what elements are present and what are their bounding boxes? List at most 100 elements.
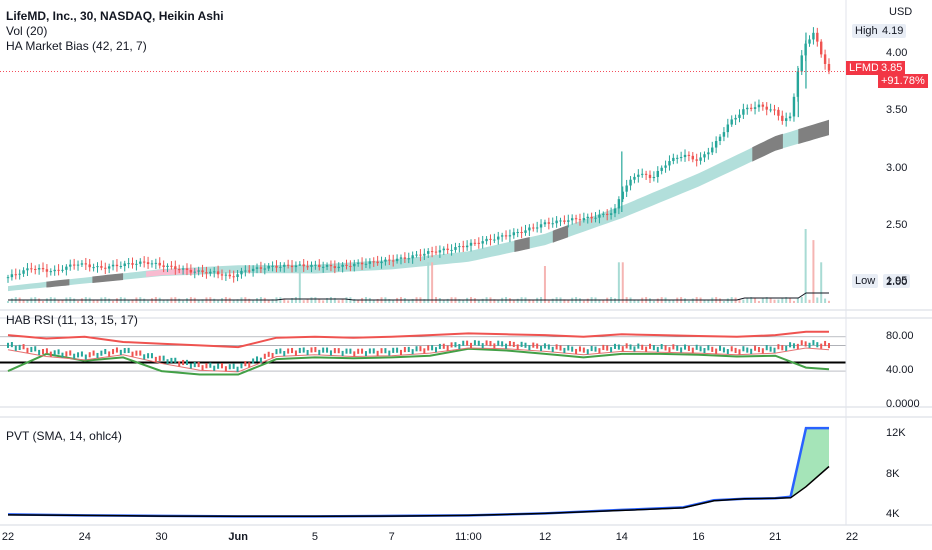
rsi-candle: [547, 344, 550, 350]
candle: [602, 213, 605, 215]
candle: [10, 274, 14, 278]
candle: [563, 220, 566, 222]
volume-bar: [7, 301, 9, 303]
volume-bar: [578, 298, 581, 303]
pvt-tick: 4K: [886, 507, 900, 520]
rsi-candle: [112, 349, 115, 355]
rsi-candle: [302, 347, 305, 353]
candle: [127, 263, 130, 265]
volume-bar: [754, 298, 757, 303]
rsi-candle: [388, 350, 391, 356]
rsi-pane[interactable]: [0, 330, 846, 376]
time-tick: 21: [769, 531, 782, 543]
currency-label: USD: [889, 6, 913, 18]
rsi-candle: [508, 341, 511, 347]
rsi-candle: [376, 350, 379, 356]
candle: [823, 54, 827, 64]
rsi-candle: [73, 353, 76, 359]
candle: [489, 238, 492, 240]
price-tick: 3.50: [886, 104, 908, 117]
candle: [298, 264, 302, 266]
volume-bar: [294, 297, 297, 303]
volume-bar: [765, 297, 768, 303]
volume-bar: [512, 300, 515, 303]
candle: [45, 269, 49, 272]
candle: [574, 218, 578, 220]
rsi-candle: [30, 346, 33, 353]
rsi-candle: [14, 345, 17, 351]
rsi-candle: [722, 347, 725, 353]
candle: [372, 261, 375, 263]
rsi-candle: [77, 352, 80, 358]
rsi-candle: [481, 343, 484, 349]
rsi-candle: [201, 365, 204, 371]
rsi-tick: 40.00: [886, 364, 914, 377]
high-value: 4.19: [879, 24, 907, 38]
candle: [53, 269, 56, 272]
volume-bar: [80, 298, 83, 303]
market-bias-legend[interactable]: HA Market Bias (42, 21, 7): [6, 39, 147, 53]
volume-bar: [785, 297, 788, 303]
volume-bar: [357, 300, 360, 303]
volume-bar: [329, 297, 332, 303]
rsi-candle: [536, 343, 539, 349]
chart-title[interactable]: LifeMD, Inc., 30, NASDAQ, Heikin Ashi: [6, 9, 224, 23]
rsi-candle: [796, 343, 799, 349]
rsi-candle: [364, 351, 367, 357]
rsi-candle: [582, 347, 585, 353]
candle: [827, 63, 831, 71]
rsi-candle: [349, 348, 352, 354]
rsi-candle: [489, 341, 492, 347]
rsi-candle: [610, 347, 613, 353]
volume-bar: [656, 298, 659, 303]
volume-bar: [337, 300, 340, 303]
volume-bar: [333, 297, 336, 303]
volume-bar: [77, 300, 80, 303]
rsi-candle: [427, 345, 430, 351]
candle: [458, 246, 461, 248]
pvt-fill-area: [775, 428, 829, 499]
volume-legend[interactable]: Vol (20): [6, 24, 48, 38]
rsi-candle: [699, 346, 702, 352]
candle: [263, 268, 266, 270]
rsi-candle: [435, 347, 437, 353]
candle: [707, 152, 710, 155]
volume-bar: [287, 300, 290, 303]
rsi-candle: [150, 353, 153, 359]
candle: [14, 274, 17, 276]
volume-bar: [166, 299, 169, 303]
volume-bar: [691, 298, 694, 303]
candle: [446, 248, 449, 250]
volume-bar: [96, 299, 99, 303]
candle: [641, 173, 644, 175]
volume-bar: [162, 299, 165, 303]
volume-bar: [789, 298, 792, 303]
rsi-candle: [147, 353, 150, 359]
pvt-pane[interactable]: [7, 426, 830, 518]
rsi-candle: [166, 359, 169, 365]
volume-bar: [613, 298, 616, 303]
rsi-candle: [170, 357, 173, 364]
volume-bar: [516, 298, 519, 303]
price-pane[interactable]: [0, 27, 846, 303]
candle: [746, 107, 749, 110]
volume-bar: [108, 298, 111, 303]
pvt-legend[interactable]: PVT (SMA, 14, ohlc4): [6, 429, 122, 443]
candle: [248, 270, 251, 272]
candle: [703, 154, 706, 158]
candle: [695, 159, 698, 161]
candle: [104, 267, 107, 269]
rsi-legend[interactable]: HAB RSI (11, 13, 15, 17): [6, 313, 138, 327]
last-price-tag: 3.85: [878, 61, 906, 75]
rsi-candle: [532, 342, 535, 348]
rsi-candle: [656, 346, 659, 353]
volume-bar: [508, 298, 511, 303]
rsi-candle: [318, 349, 321, 355]
candle: [621, 191, 624, 200]
rsi-candle: [283, 351, 286, 357]
volume-bar: [672, 299, 675, 303]
rsi-candle: [446, 345, 449, 351]
candle: [753, 107, 757, 109]
candle: [185, 268, 189, 270]
volume-bar: [283, 298, 286, 303]
